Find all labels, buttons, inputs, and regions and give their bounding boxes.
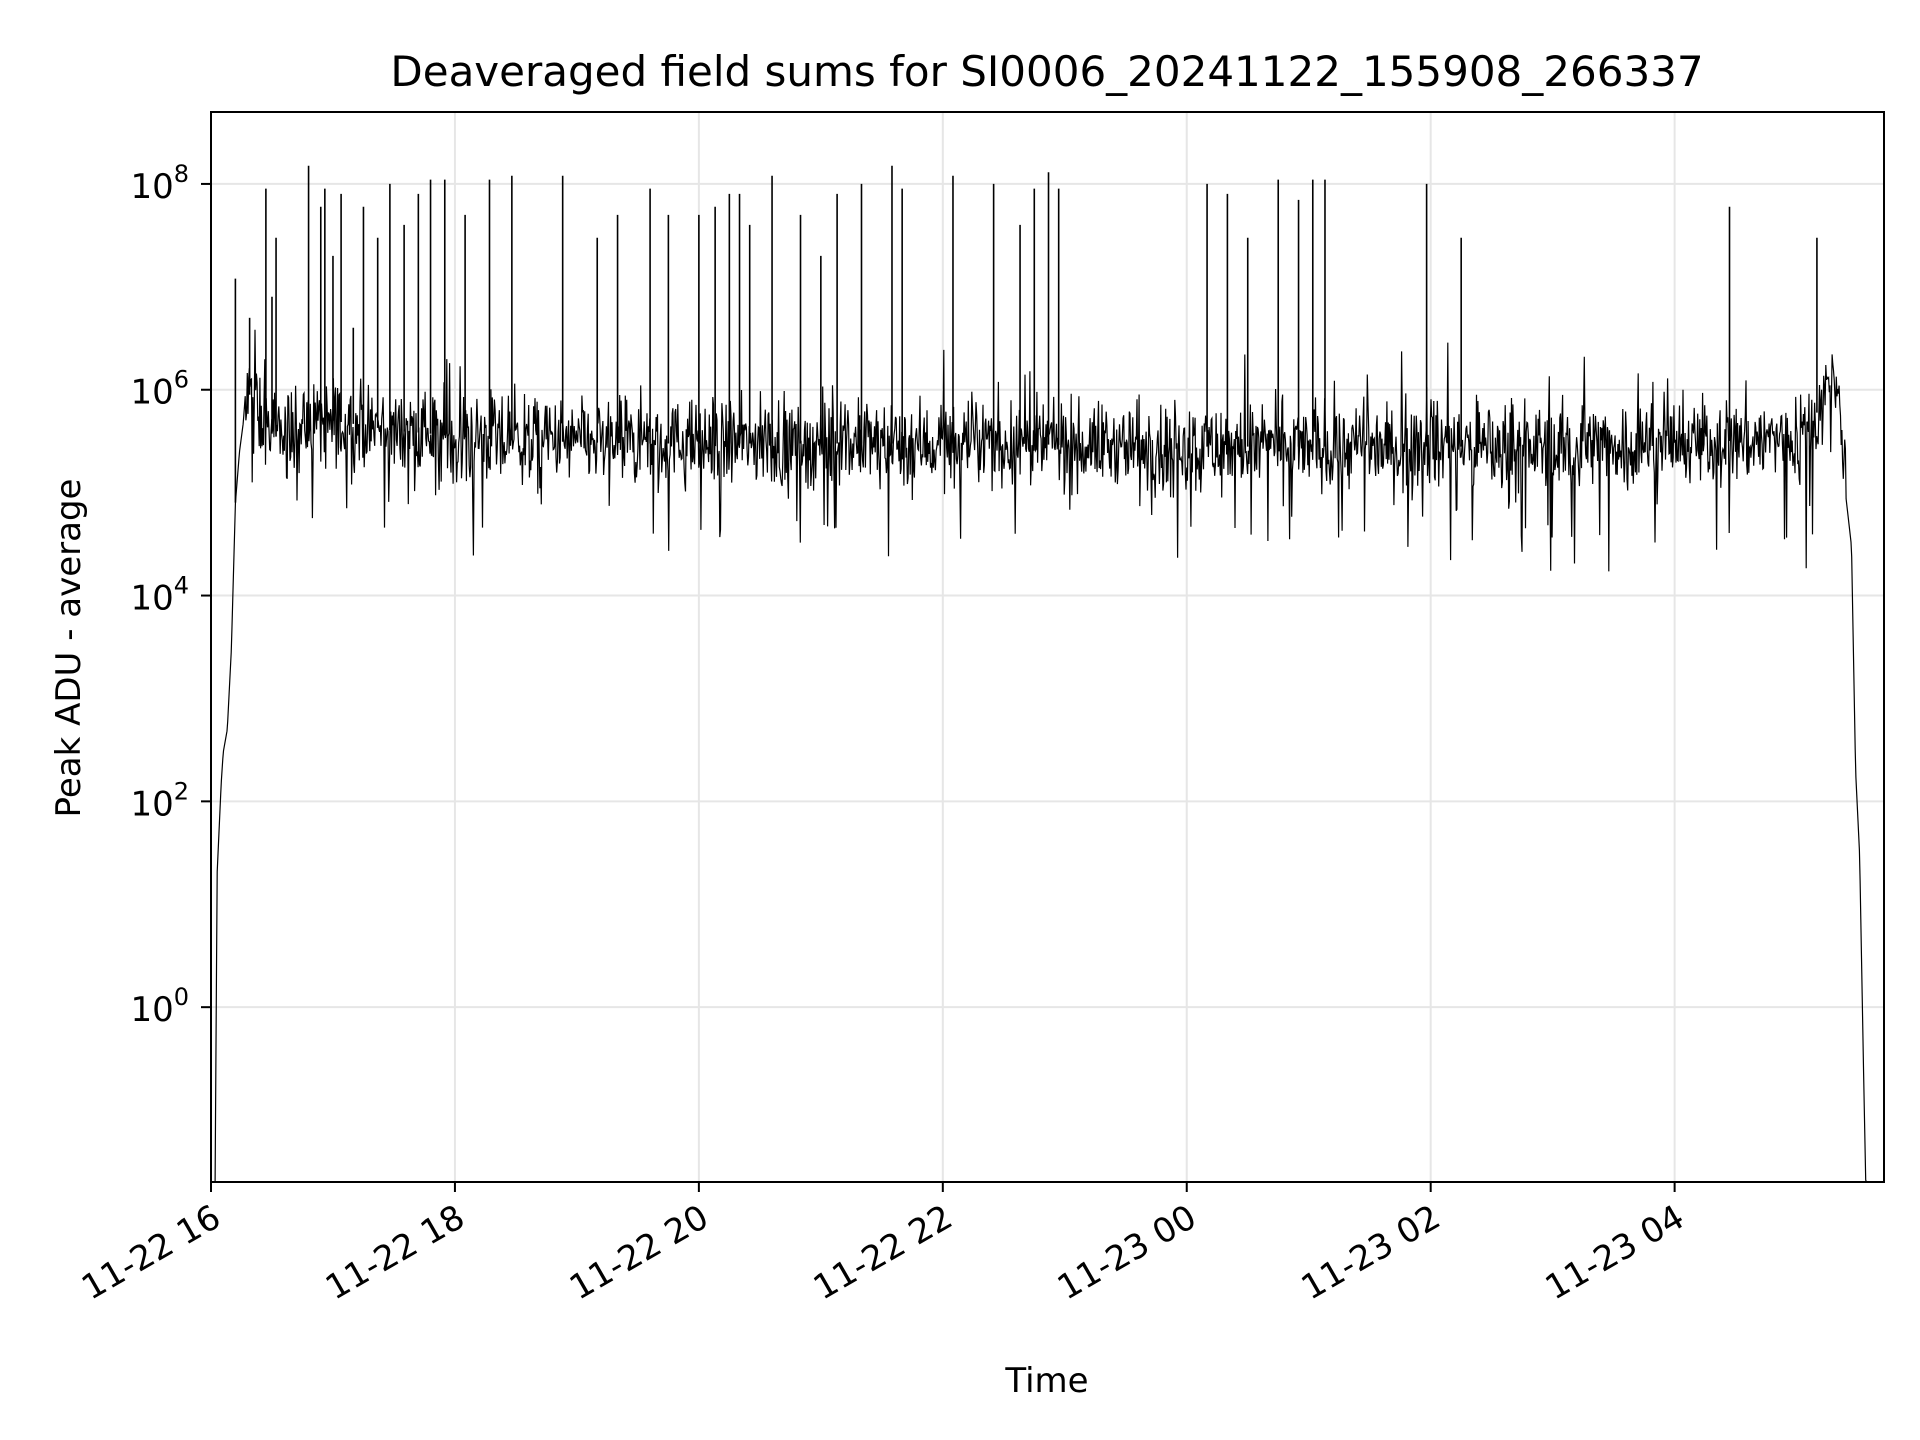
y-axis: 100 102 104 106 108	[130, 160, 211, 1030]
y-axis-label: Peak ADU - average	[49, 479, 89, 818]
y-tick-label: 106	[130, 366, 189, 413]
plot-frame	[210, 111, 1885, 1183]
plot-area	[214, 165, 1870, 1182]
y-tick-label: 100	[130, 983, 189, 1030]
series-layer	[214, 165, 1870, 1182]
x-axis-label: Time	[1004, 1361, 1088, 1401]
y-tick-label: 102	[130, 777, 189, 824]
y-tick-label: 108	[130, 160, 189, 207]
chart-title: Deaveraged field sums for SI0006_2024112…	[390, 47, 1703, 96]
y-tick-label: 104	[130, 572, 189, 619]
signal-line	[214, 329, 1870, 1182]
